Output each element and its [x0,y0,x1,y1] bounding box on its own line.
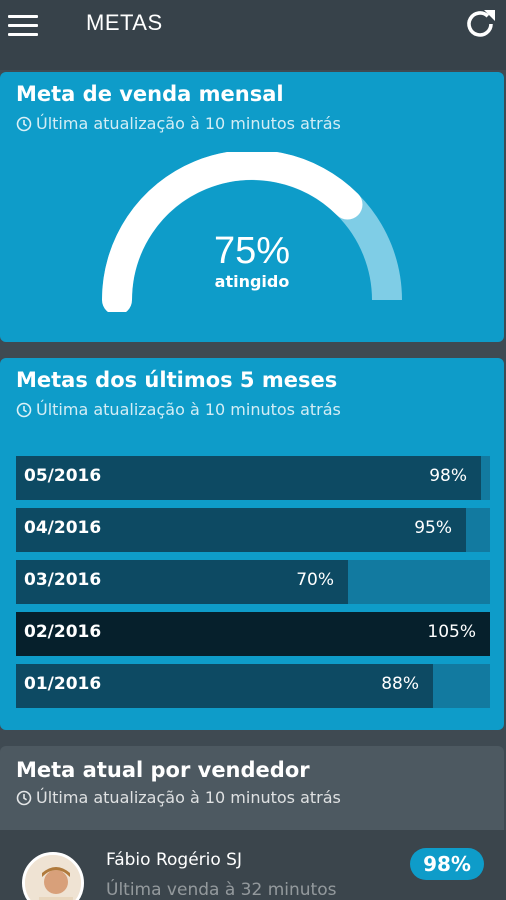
last-months-card: Metas dos últimos 5 meses Última atualiz… [0,358,504,730]
card-title: Meta de venda mensal [16,82,284,106]
progress-gauge [102,152,402,312]
month-percent: 88% [381,674,419,694]
gauge-progress-arc [102,152,363,312]
last-updated: Última atualização à 10 minutos atrás [16,114,341,133]
month-row-05-2016[interactable]: 05/2016 98% [16,456,490,500]
gauge-percent: 75% [213,230,291,272]
month-row-01-2016[interactable]: 01/2016 88% [16,664,490,708]
monthly-goal-card: Meta de venda mensal Última atualização … [0,72,504,342]
menu-bar-line [8,14,38,18]
month-label: 05/2016 [24,466,102,486]
menu-bar-line [8,23,38,27]
clock-icon [16,116,32,131]
month-row-04-2016[interactable]: 04/2016 95% [16,508,490,552]
month-percent: 105% [427,622,476,642]
seller-last-sale: Última venda à 32 minutos [106,880,337,900]
month-progress-fill [16,560,348,604]
month-progress-fill [16,664,433,708]
app-bar: METAS [0,0,506,70]
seller-name: Fábio Rogério SJ [106,850,242,870]
card-title: Meta atual por vendedor [16,758,310,782]
month-row-03-2016[interactable]: 03/2016 70% [16,560,490,604]
month-progress-fill [16,456,481,500]
month-label: 04/2016 [24,518,102,538]
menu-icon[interactable] [8,10,42,40]
seller-list: Fábio Rogério SJ Última venda à 32 minut… [0,830,506,900]
seller-list-item[interactable]: Fábio Rogério SJ Última venda à 32 minut… [0,830,506,900]
last-updated: Última atualização à 10 minutos atrás [16,400,341,419]
last-updated-text: Última atualização à 10 minutos atrás [36,114,341,133]
person-avatar-icon [25,855,81,900]
month-percent: 95% [414,518,452,538]
last-updated-text: Última atualização à 10 minutos atrás [36,788,341,807]
refresh-icon[interactable] [462,6,498,42]
avatar [22,852,84,900]
month-row-02-2016[interactable]: 02/2016 105% [16,612,490,656]
page-title: METAS [86,10,163,35]
last-updated-text: Última atualização à 10 minutos atrás [36,400,341,419]
last-updated: Última atualização à 10 minutos atrás [16,788,341,807]
seller-percent-badge: 98% [410,848,484,880]
clock-icon [16,790,32,805]
month-label: 02/2016 [24,622,102,642]
card-title: Metas dos últimos 5 meses [16,368,338,392]
month-progress-fill [16,508,466,552]
month-percent: 70% [296,570,334,590]
month-label: 03/2016 [24,570,102,590]
month-progress-fill [16,612,490,656]
gauge-label: atingido [214,272,290,291]
month-percent: 98% [429,466,467,486]
menu-bar-line [8,32,38,36]
clock-icon [16,402,32,417]
sellers-goal-card: Meta atual por vendedor Última atualizaç… [0,746,504,830]
month-label: 01/2016 [24,674,102,694]
